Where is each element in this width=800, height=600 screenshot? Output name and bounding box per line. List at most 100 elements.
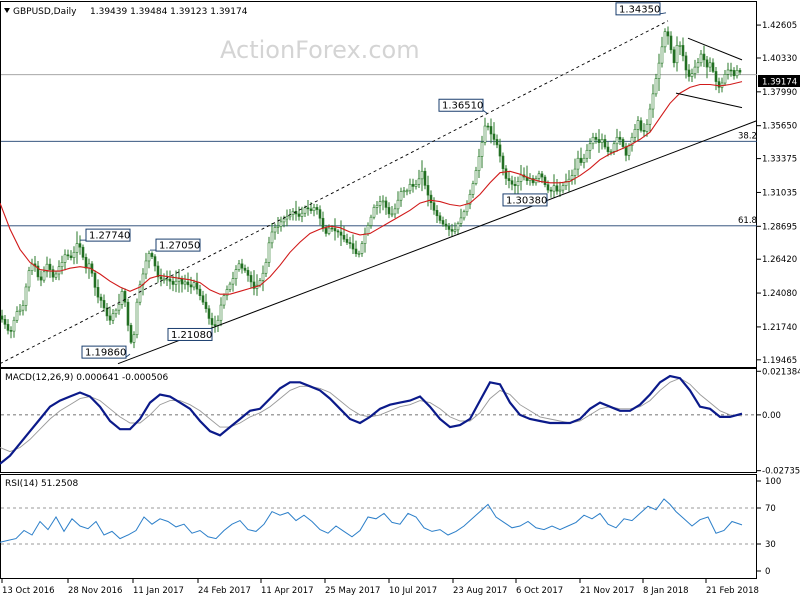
candle-body xyxy=(735,70,739,77)
candle-body xyxy=(678,45,682,47)
price-tick-label: 1.24080 xyxy=(762,289,797,299)
candle-body xyxy=(717,81,721,88)
candle-body xyxy=(309,208,313,211)
candle-body xyxy=(147,253,151,262)
candle-body xyxy=(663,31,667,48)
candle-body xyxy=(327,227,331,234)
header-bar: GBPUSD,Daily 1.39439 1.39484 1.39123 1.3… xyxy=(4,7,248,17)
price-tick-label: 1.26420 xyxy=(762,255,797,265)
candle-body xyxy=(696,62,700,68)
candle-body xyxy=(624,146,628,156)
candle-body xyxy=(279,221,283,227)
candle-body xyxy=(657,62,661,79)
candle-body xyxy=(168,278,172,282)
candle-body xyxy=(51,269,55,278)
callout-leader xyxy=(482,109,488,114)
fib-level-label: 61.8 xyxy=(738,216,757,226)
macd-tick-label: 0.021384 xyxy=(762,367,800,377)
candle-body xyxy=(693,66,697,74)
candle-body xyxy=(558,189,562,192)
candle-body xyxy=(516,181,520,187)
candle-body xyxy=(42,271,46,281)
candle-body xyxy=(138,284,142,303)
candle-body xyxy=(354,248,358,255)
callout-box xyxy=(502,193,548,207)
candle-body xyxy=(36,265,40,278)
candle-body xyxy=(192,282,196,288)
candle-body xyxy=(57,266,61,275)
candle-body xyxy=(378,201,382,206)
candle-body xyxy=(60,262,64,268)
candle-body xyxy=(219,304,223,321)
price-axis: 1.42605 1.40330 1.37990 1.35650 1.33375 1.310… xyxy=(757,21,797,366)
candle-body xyxy=(606,146,610,153)
candle-body xyxy=(393,208,397,215)
candle-body xyxy=(162,278,166,281)
time-tick-label: 10 Jul 2017 xyxy=(389,586,437,596)
macd-lines xyxy=(0,374,757,465)
candle-body xyxy=(276,225,280,228)
candle-body xyxy=(264,262,268,274)
candle-body xyxy=(390,213,394,216)
candle-body xyxy=(348,242,352,244)
candle-body xyxy=(408,183,412,192)
rsi-tick-label: 0 xyxy=(765,567,770,577)
candle-body xyxy=(711,62,715,72)
price-panel-border xyxy=(0,1,757,368)
candle-body xyxy=(195,282,199,290)
candle-body xyxy=(585,149,589,159)
candle-body xyxy=(459,217,463,224)
time-tick-label: 8 Jan 2018 xyxy=(643,586,689,596)
candle-body xyxy=(699,53,703,64)
candle-body xyxy=(435,210,439,217)
candle-body xyxy=(345,238,349,243)
candle-body xyxy=(177,278,181,282)
candle-body xyxy=(630,136,634,146)
candle-body xyxy=(651,93,655,110)
candle-body xyxy=(21,305,25,311)
candle-body xyxy=(732,70,736,77)
candle-body xyxy=(738,70,742,73)
candle-body xyxy=(261,272,265,281)
candle-body xyxy=(588,143,592,151)
candle-body xyxy=(600,139,604,143)
price-tick-label: 1.42605 xyxy=(762,21,797,31)
candle-body xyxy=(531,178,535,184)
candle-body xyxy=(654,78,658,95)
candle-body xyxy=(357,253,361,255)
callout-box xyxy=(615,2,661,16)
time-tick-label: 21 Feb 2018 xyxy=(706,586,759,596)
candle-body xyxy=(537,173,541,179)
candle-body xyxy=(519,174,523,182)
time-tick-label: 21 Nov 2017 xyxy=(580,586,634,596)
time-axis: 13 Oct 2016 28 Nov 2016 11 Jan 2017 24 Feb … xyxy=(1,579,759,596)
rsi-tick-label: 70 xyxy=(765,504,776,514)
candle-body xyxy=(246,270,250,276)
candle-body xyxy=(453,229,457,232)
candle-body xyxy=(6,324,10,331)
callout-leader xyxy=(125,353,131,358)
candle-body xyxy=(405,190,409,193)
candle-body xyxy=(417,178,421,185)
candle-body xyxy=(636,120,640,130)
candle-body xyxy=(144,260,148,275)
price-tick-label: 1.40330 xyxy=(762,54,797,64)
candle-body xyxy=(660,46,664,64)
candle-body xyxy=(564,181,568,187)
candle-body xyxy=(15,311,19,321)
macd-title: MACD(12,26,9) 0.000641 -0.000506 xyxy=(5,373,168,383)
callout-box xyxy=(167,327,213,341)
candle-body xyxy=(387,207,391,215)
trend-lines xyxy=(0,20,758,365)
candle-body xyxy=(108,315,112,321)
candle-body xyxy=(627,145,631,156)
macd-line xyxy=(0,374,743,465)
rsi-title: RSI(14) 51.2508 xyxy=(5,479,78,489)
candle-body xyxy=(165,278,169,281)
candle-body xyxy=(702,53,706,61)
candle-body xyxy=(252,281,256,289)
candle-body xyxy=(501,155,505,170)
candle-body xyxy=(123,291,127,303)
time-tick-label: 6 Oct 2017 xyxy=(516,586,563,596)
price-tick-label: 1.33375 xyxy=(762,155,797,165)
